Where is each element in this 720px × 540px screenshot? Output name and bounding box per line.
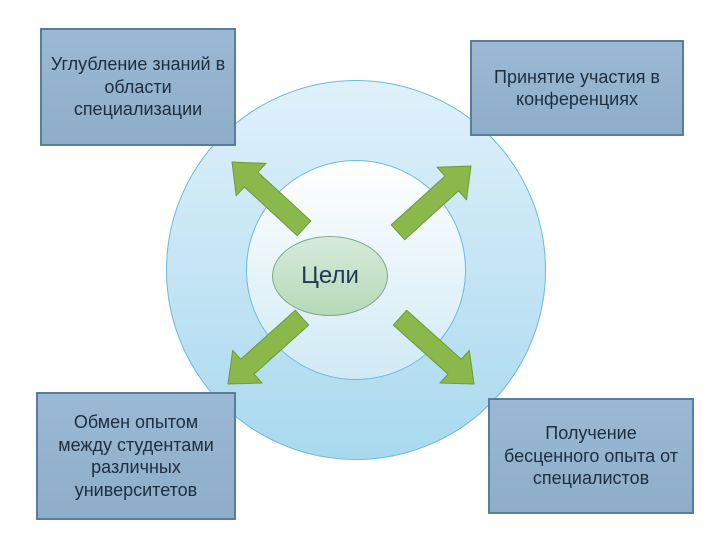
box-tr: Принятие участия в конференциях xyxy=(470,40,684,136)
box-tl-text: Углубление знаний в области специализаци… xyxy=(50,53,226,121)
center-label-text: Цели xyxy=(301,262,359,290)
diagram-canvas: Цели Углубление знаний в области специал… xyxy=(0,0,720,540)
box-br-text: Получение бесценного опыта от специалист… xyxy=(498,422,684,490)
box-bl: Обмен опытом между студентами различных … xyxy=(36,392,236,520)
box-tr-text: Принятие участия в конференциях xyxy=(480,66,674,111)
box-bl-text: Обмен опытом между студентами различных … xyxy=(46,411,226,501)
box-tl: Углубление знаний в области специализаци… xyxy=(40,28,236,146)
box-br: Получение бесценного опыта от специалист… xyxy=(488,398,694,514)
center-label: Цели xyxy=(272,236,388,316)
